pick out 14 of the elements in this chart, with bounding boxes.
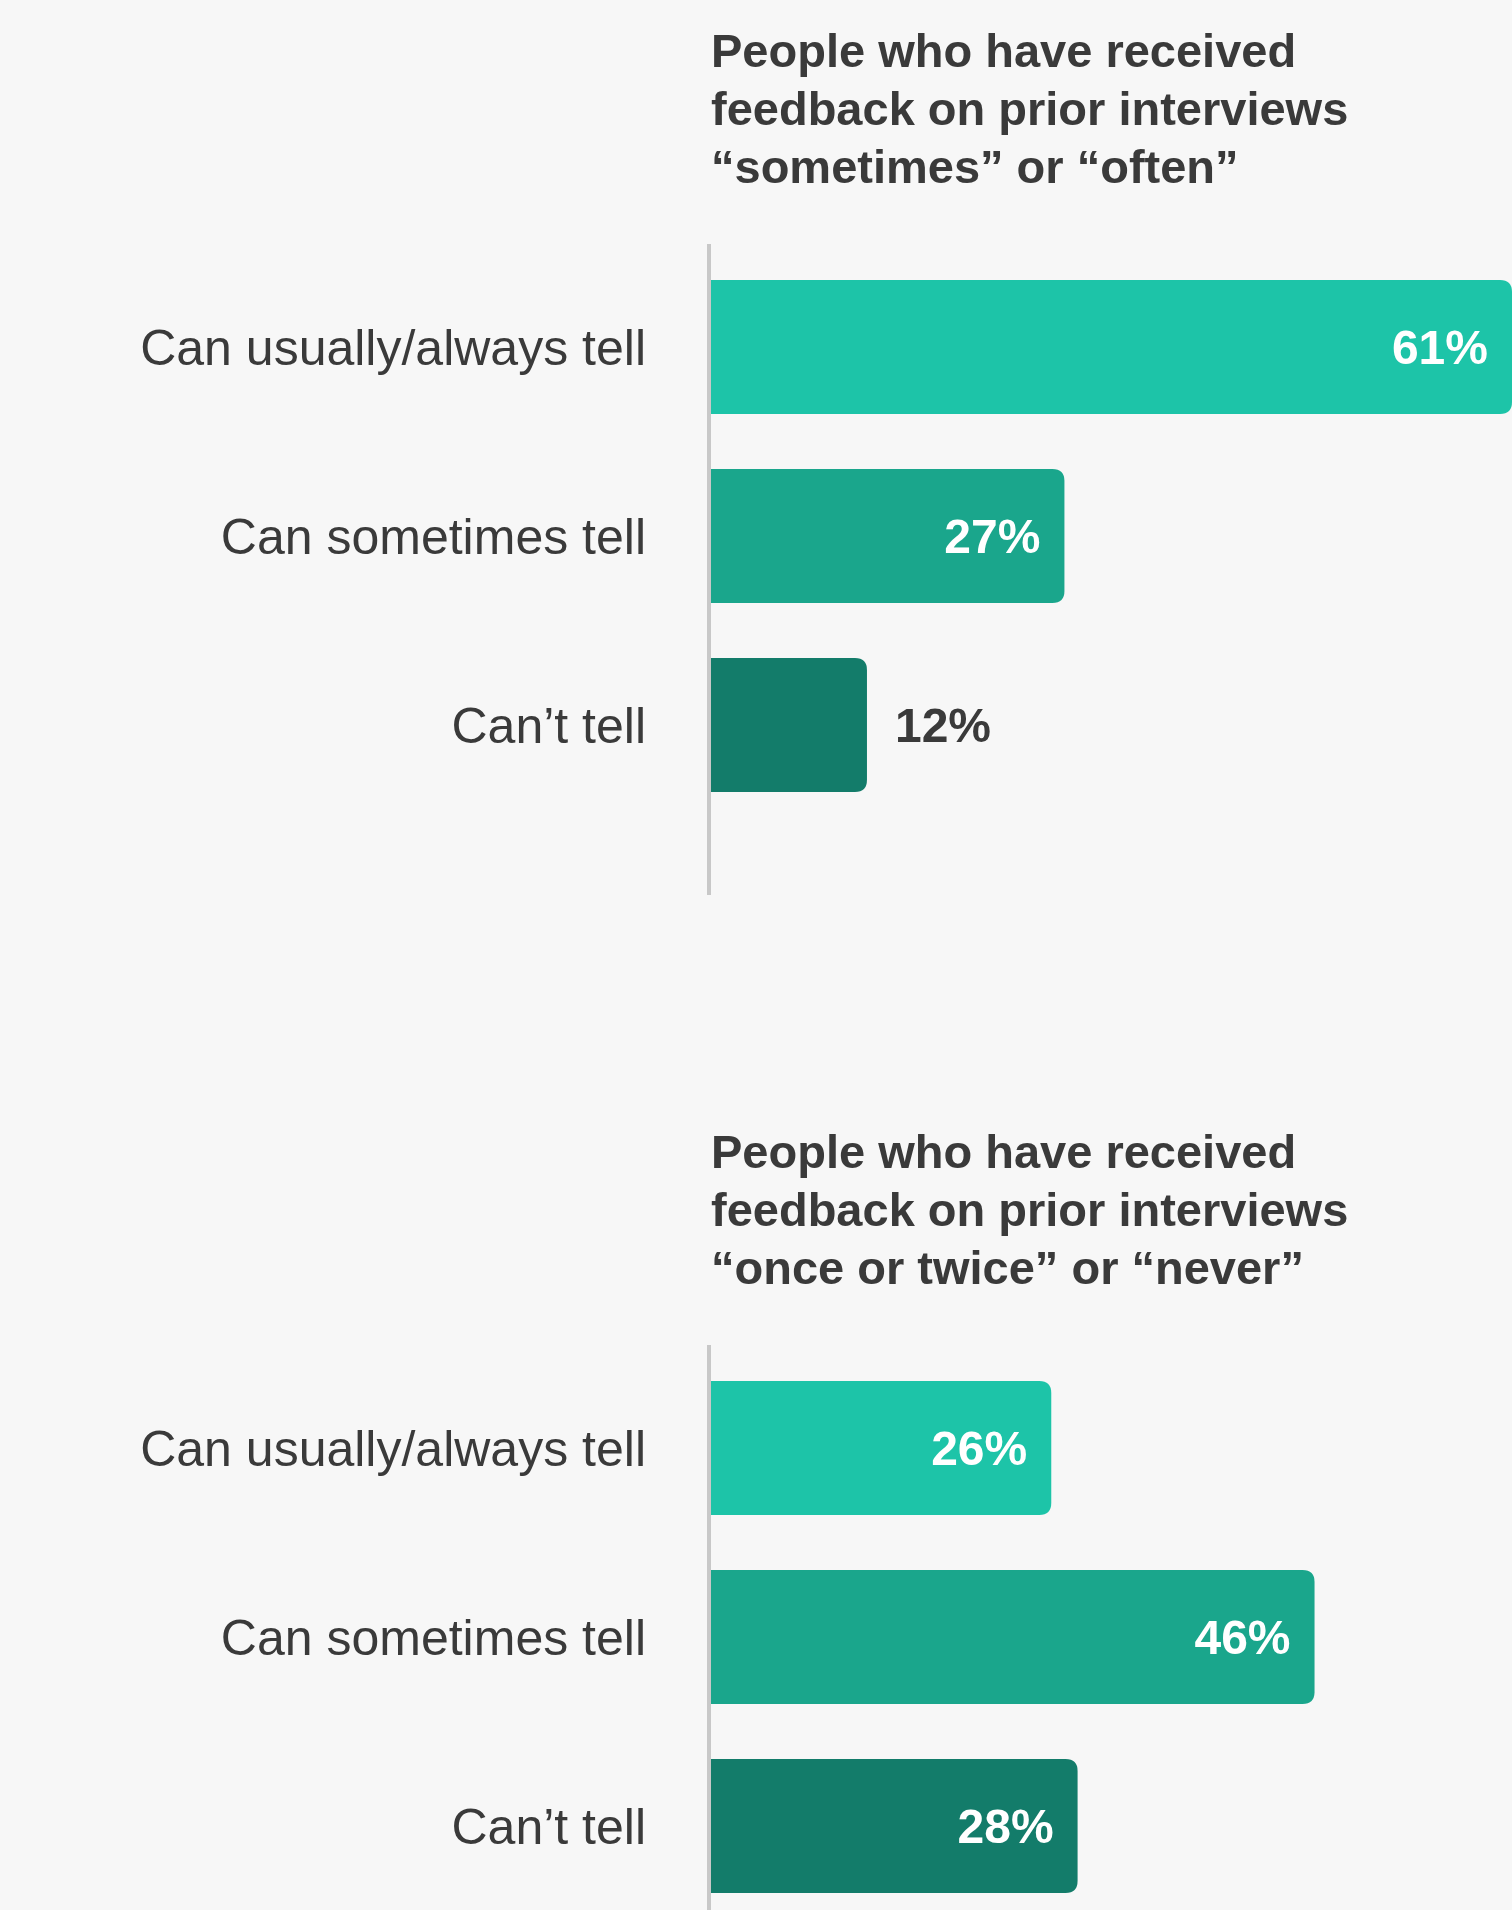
data-label: 27% [944, 509, 1041, 563]
y-tick-label: Can’t tell [451, 1798, 646, 1855]
y-tick-label: Can usually/always tell [140, 1420, 646, 1477]
data-label: 12% [894, 698, 992, 752]
chart-title: People who have received feedback on prior interviews “sometimes” or “often” [711, 24, 1349, 193]
y-tick-label: Can sometimes tell [220, 1609, 646, 1666]
data-label: 26% [931, 1421, 1028, 1475]
y-tick-label: Can’t tell [451, 697, 646, 754]
data-label: 61% [1391, 320, 1488, 374]
data-label: 28% [957, 1799, 1054, 1853]
data-label: 46% [1194, 1610, 1291, 1664]
y-tick-label: Can usually/always tell [140, 319, 646, 376]
y-tick-label: Can sometimes tell [220, 508, 646, 565]
chart-title: People who have received feedback on prior interviews “once or twice” or “never” [711, 1125, 1349, 1294]
